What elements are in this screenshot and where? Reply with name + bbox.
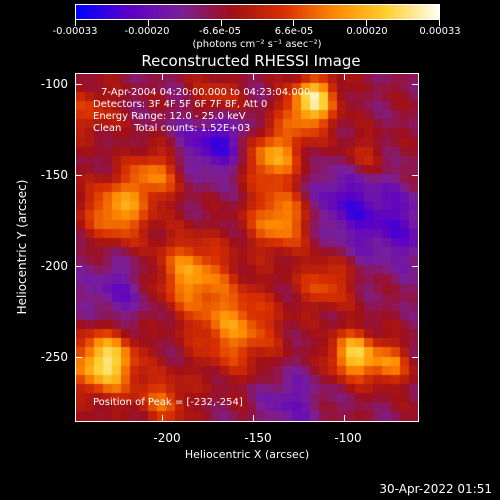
colorbar-tick — [366, 20, 367, 26]
x-axis-label: Heliocentric X (arcsec) — [184, 448, 310, 461]
colorbar-tick-label: 6.6e-05 — [274, 26, 314, 37]
heatmap-image — [76, 74, 418, 421]
y-tick-label: -150 — [40, 168, 68, 182]
y-tick-label: -250 — [40, 350, 68, 364]
y-tick-label: -100 — [40, 77, 68, 91]
y-axis-label: Heliocentric Y (arcsec) — [15, 179, 29, 315]
colorbar-tick — [75, 20, 76, 26]
colorbar-ticks — [75, 20, 440, 26]
colorbar-tick-label: -0.00020 — [124, 26, 170, 37]
x-tick-label: -150 — [244, 431, 272, 445]
colorbar-tick-label: 0.00020 — [346, 26, 388, 37]
colorbar — [75, 4, 440, 20]
colorbar-tick — [293, 20, 294, 26]
annotation-method: Clean Total counts: 1.52E+03 — [93, 123, 251, 134]
colorbar-tick-label: -6.6e-05 — [199, 26, 241, 37]
colorbar-units: (photons cm⁻² s⁻¹ asec⁻²) — [192, 39, 322, 50]
colorbar-tick-label: 0.00033 — [419, 26, 461, 37]
annotation-energy: Energy Range: 12.0 - 25.0 keV — [93, 111, 246, 122]
y-tick-label: -200 — [40, 259, 68, 273]
annotation-peak-position: Position of Peak = [-232,-254] — [93, 397, 243, 408]
colorbar-tick — [148, 20, 149, 26]
x-tick-label: -100 — [334, 431, 362, 445]
annotation-time-range: 7-Apr-2004 04:20:00.000 to 04:23:04.000 — [101, 87, 311, 98]
annotation-detectors: Detectors: 3F 4F 5F 6F 7F 8F, Att 0 — [93, 99, 268, 110]
plot-title: Reconstructed RHESSI Image — [141, 52, 361, 70]
colorbar-tick — [221, 20, 222, 26]
colorbar-tick — [439, 20, 440, 26]
colorbar-tick-label: -0.00033 — [52, 26, 98, 37]
timestamp: 30-Apr-2022 01:51 — [379, 482, 492, 496]
x-tick-label: -200 — [153, 431, 181, 445]
plot-area — [75, 73, 419, 422]
